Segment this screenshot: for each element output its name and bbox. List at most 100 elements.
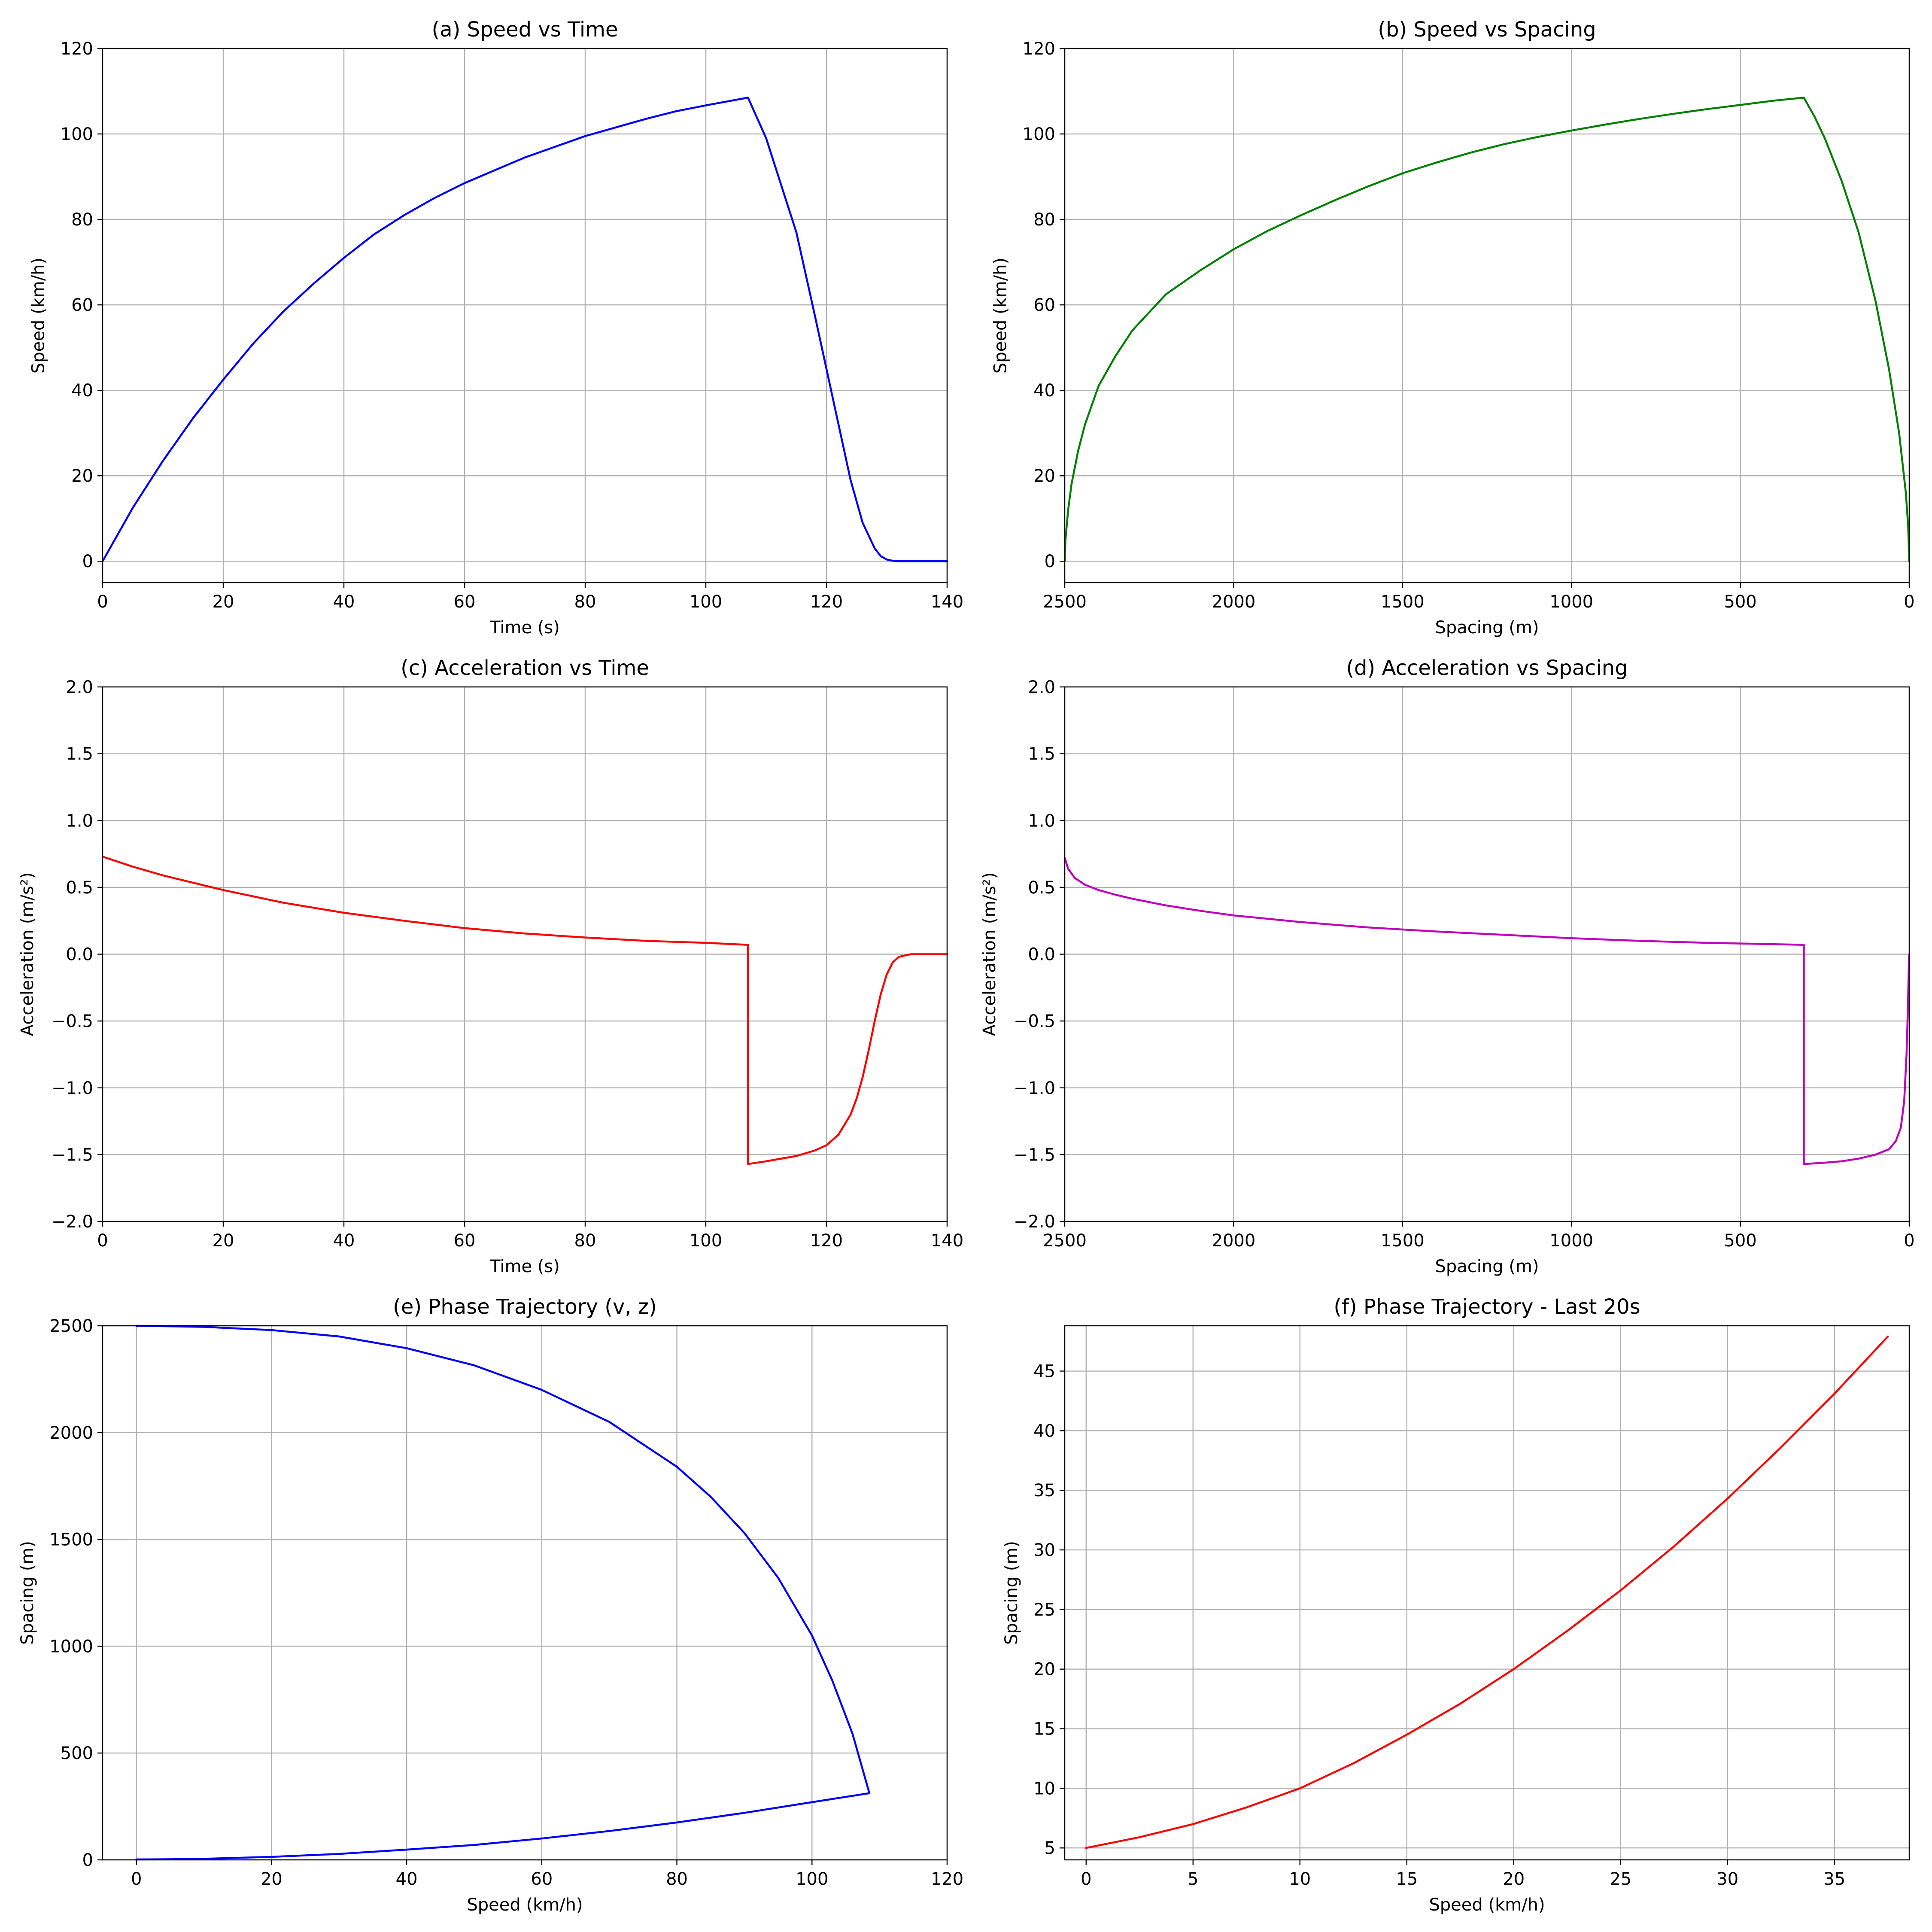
x-tick-label: 0 xyxy=(1081,1869,1091,1889)
x-tick-label: 20 xyxy=(213,1231,234,1251)
x-tick-label: 20 xyxy=(213,592,234,612)
chart-title: (e) Phase Trajectory (v, z) xyxy=(393,1295,657,1319)
series-line xyxy=(135,1324,871,1861)
x-tick-label: 120 xyxy=(810,1231,843,1251)
x-tick-label: 80 xyxy=(666,1869,688,1889)
y-tick-label: 45 xyxy=(1033,1362,1055,1382)
y-tick-label: 60 xyxy=(71,295,93,315)
x-tick-label: 1000 xyxy=(1549,1231,1593,1251)
y-tick-label: 0 xyxy=(1045,552,1055,571)
x-tick-label: 40 xyxy=(333,592,355,612)
chart-title: (a) Speed vs Time xyxy=(432,18,618,42)
y-tick-label: 1500 xyxy=(49,1530,93,1550)
axes-frame xyxy=(1064,48,1910,583)
y-tick-label: 0.0 xyxy=(1028,945,1055,965)
y-tick-label: 1.5 xyxy=(66,744,93,764)
x-tick-label: 100 xyxy=(796,1869,828,1889)
x-tick-label: 2000 xyxy=(1212,592,1256,612)
x-tick-label: 0 xyxy=(97,592,108,612)
x-tick-label: 2000 xyxy=(1212,1231,1256,1251)
x-tick-label: 120 xyxy=(931,1869,963,1889)
y-tick-label: 15 xyxy=(1033,1719,1055,1739)
series-line xyxy=(1063,857,1911,1165)
axes-frame xyxy=(102,1325,948,1861)
y-tick-label: 100 xyxy=(61,125,93,144)
x-axis-label: Time (s) xyxy=(489,618,560,638)
y-tick-label: 0 xyxy=(82,552,93,571)
axes-frame xyxy=(1064,1325,1910,1861)
y-axis-label: Speed (km/h) xyxy=(29,258,49,374)
y-axis-label: Acceleration (m/s²) xyxy=(18,872,37,1036)
y-tick-label: −1.0 xyxy=(52,1078,93,1098)
chart-title: (b) Speed vs Spacing xyxy=(1378,18,1596,42)
x-axis-label: Spacing (m) xyxy=(1435,618,1539,638)
y-tick-label: 80 xyxy=(71,210,93,230)
y-tick-label: 40 xyxy=(1033,1421,1055,1441)
y-tick-label: 1.5 xyxy=(1028,744,1055,764)
x-tick-label: 20 xyxy=(1503,1869,1525,1889)
y-tick-label: 1.0 xyxy=(66,811,93,831)
x-tick-label: 140 xyxy=(931,1231,963,1251)
x-tick-label: 80 xyxy=(574,1231,596,1251)
chart-title: (c) Acceleration vs Time xyxy=(401,656,649,680)
chart-title: (f) Phase Trajectory - Last 20s xyxy=(1334,1295,1640,1319)
x-tick-label: 10 xyxy=(1289,1869,1311,1889)
x-tick-label: 35 xyxy=(1823,1869,1845,1889)
x-tick-label: 2500 xyxy=(1043,1231,1087,1251)
y-tick-label: 40 xyxy=(1033,381,1055,401)
y-tick-label: 40 xyxy=(71,381,93,401)
x-tick-label: 40 xyxy=(333,1231,355,1251)
y-tick-label: −2.0 xyxy=(52,1212,93,1232)
x-tick-label: 2500 xyxy=(1043,592,1087,612)
chart-panel-f: 0 5 10 15 20 25 30 35 5 10 15 20 25 30 35 40 45 (f) Phase… xyxy=(1002,1295,1910,1915)
x-axis-label: Speed (km/h) xyxy=(1429,1895,1545,1915)
series-line xyxy=(101,97,948,562)
x-tick-label: 60 xyxy=(454,592,476,612)
series-line xyxy=(101,856,948,1165)
y-tick-label: 0.5 xyxy=(66,878,93,898)
y-tick-label: 1000 xyxy=(49,1637,93,1656)
y-tick-label: −0.5 xyxy=(1014,1012,1055,1031)
x-tick-label: 0 xyxy=(97,1231,108,1251)
x-axis-label: Spacing (m) xyxy=(1435,1257,1539,1276)
series-line xyxy=(1063,97,1911,562)
y-tick-label: 2500 xyxy=(49,1316,93,1336)
y-tick-label: −1.0 xyxy=(1014,1078,1055,1098)
x-tick-label: 500 xyxy=(1724,592,1756,612)
axes-frame xyxy=(102,48,948,583)
x-axis-label: Time (s) xyxy=(489,1257,560,1276)
y-tick-label: 0 xyxy=(82,1850,93,1870)
x-tick-label: 20 xyxy=(261,1869,283,1889)
y-tick-label: 20 xyxy=(1033,466,1055,486)
y-axis-label: Spacing (m) xyxy=(18,1541,37,1645)
y-tick-label: 120 xyxy=(1023,39,1055,59)
y-axis-label: Speed (km/h) xyxy=(991,258,1011,374)
chart-panel-a: 0 20 40 60 80 100 120 140 0 20 40 60 80 100 120 (a) Spe… xyxy=(29,18,964,638)
y-tick-label: 30 xyxy=(1033,1540,1055,1560)
chart-panel-d: 2500 2000 1500 1000 500 0 −2.0 −1.5 −1.0 −0.5 0.0 0… xyxy=(980,656,1915,1276)
y-tick-label: 0.0 xyxy=(66,945,93,965)
y-tick-label: 2.0 xyxy=(1028,677,1055,697)
series-line xyxy=(1085,1335,1889,1849)
x-tick-label: 1000 xyxy=(1549,592,1593,612)
x-tick-label: 40 xyxy=(396,1869,418,1889)
x-tick-label: 25 xyxy=(1610,1869,1631,1889)
y-tick-label: 20 xyxy=(1033,1660,1055,1680)
x-tick-label: 80 xyxy=(574,592,596,612)
chart-panel-c: 0 20 40 60 80 100 120 140 −2.0 −1.5 −1.0 −0.5 0.0 0.5… xyxy=(18,656,963,1276)
x-tick-label: 500 xyxy=(1724,1231,1756,1251)
y-tick-label: 35 xyxy=(1033,1481,1055,1501)
x-tick-label: 60 xyxy=(454,1231,476,1251)
y-tick-label: 5 xyxy=(1045,1838,1055,1858)
x-tick-label: 0 xyxy=(1904,1231,1914,1251)
x-tick-label: 5 xyxy=(1188,1869,1198,1889)
x-tick-label: 0 xyxy=(131,1869,142,1889)
y-tick-label: 0.5 xyxy=(1028,878,1055,898)
y-tick-label: 10 xyxy=(1033,1779,1055,1798)
x-tick-label: 15 xyxy=(1396,1869,1418,1889)
x-axis-label: Speed (km/h) xyxy=(467,1895,583,1915)
y-tick-label: −2.0 xyxy=(1014,1212,1055,1232)
x-tick-label: 120 xyxy=(810,592,843,612)
y-tick-label: −1.5 xyxy=(52,1145,93,1165)
y-axis-label: Spacing (m) xyxy=(1002,1541,1021,1645)
